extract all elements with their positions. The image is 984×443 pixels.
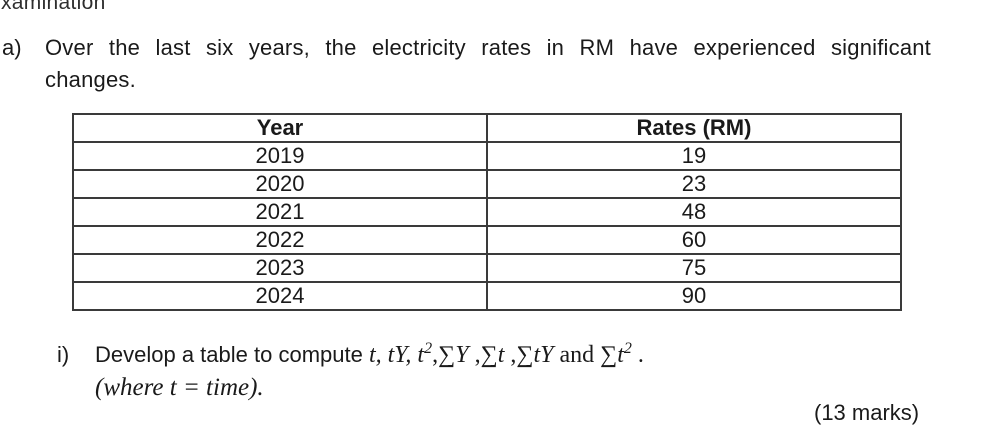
table-row: 2020 23 [72,169,902,199]
compute-instruction-line: Develop a table to compute t, tY, t2,∑Y … [95,339,957,373]
sum-symbol: and ∑ [553,342,618,368]
year-cell: 2019 [72,141,488,171]
year-cell: 2021 [72,197,488,227]
table-row: 2023 75 [72,253,902,283]
table-header-row: Year Rates (RM) [72,113,902,143]
question-a-label: a) [2,35,22,60]
subquestion-i: i) Develop a table to compute t, tY, t2,… [57,339,957,403]
rate-cell: 23 [486,169,902,199]
subquestion-i-text: Develop a table to compute t, tY, t2,∑Y … [95,339,957,403]
rates-table: Year Rates (RM) 2019 19 2020 23 2021 48 … [72,113,902,311]
year-cell: 2020 [72,169,488,199]
marks-label: (13 marks) [814,400,920,425]
page-header-fragment: xamination [1,0,106,14]
rate-cell: 90 [486,281,902,311]
math-segment: t, tY, t [368,342,425,368]
table-row: 2021 48 [72,197,902,227]
subquestion-i-label: i) [57,342,70,367]
table-row: 2022 60 [72,225,902,255]
sum-symbol: ,∑ [504,342,534,368]
sum-symbol: ,∑ [432,342,456,368]
math-segment: t [617,342,624,368]
sum-symbol: ,∑ [468,342,498,368]
year-cell: 2023 [72,253,488,283]
rate-cell: 60 [486,225,902,255]
question-a-text: Over the last six years, the electricity… [45,35,931,92]
math-segment: . [631,342,644,368]
superscript: 2 [623,340,632,357]
year-cell: 2024 [72,281,488,311]
where-note: (where t = time). [95,374,264,401]
math-segment: tY [533,342,554,368]
math-segment: Develop a table to compute [95,342,369,367]
year-cell: 2022 [72,225,488,255]
math-segment: t [497,342,505,368]
table-row: 2024 90 [72,281,902,311]
rate-cell: 48 [486,197,902,227]
question-a: a) Over the last six years, the electric… [2,32,931,96]
table-header-year: Year [72,113,488,143]
superscript: 2 [424,340,433,357]
rate-cell: 19 [486,141,902,171]
rate-cell: 75 [486,253,902,283]
math-segment: Y [455,342,469,368]
table-row: 2019 19 [72,141,902,171]
table-header-rates: Rates (RM) [486,113,902,143]
